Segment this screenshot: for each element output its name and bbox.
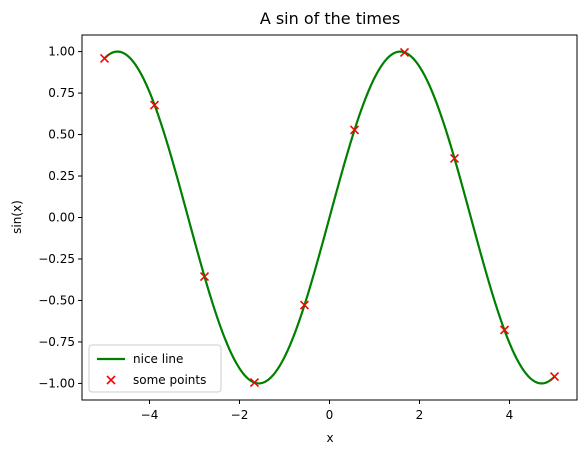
legend-label: some points: [133, 373, 206, 387]
x-tick-label: −4: [141, 408, 159, 422]
x-tick-label: 0: [326, 408, 334, 422]
legend-box: [88, 344, 222, 393]
x-tick-label: 2: [416, 408, 424, 422]
y-tick-label: −0.25: [38, 252, 75, 266]
scatter-point-stroke: [249, 378, 260, 388]
scatter-point: [149, 100, 160, 110]
scatter-point-stroke: [99, 53, 110, 63]
scatter-point-stroke: [499, 325, 510, 335]
scatter-point-stroke: [199, 271, 210, 282]
scatter-point-stroke: [299, 300, 310, 310]
scatter-point: [249, 378, 260, 388]
legend-label: nice line: [133, 352, 183, 366]
plot-area: −4 −2 0 2 4 −1.00 −0.75 −0.50 −0.25 0.00 0.25 0.50 0…: [38, 34, 578, 422]
legend: nice line some points: [88, 344, 222, 393]
scatter-point: [299, 300, 310, 310]
scatter-point: [99, 53, 110, 63]
legend-marker-swatch: [106, 375, 116, 385]
x-axis-label: x: [326, 431, 333, 445]
y-tick-label: 0.75: [48, 86, 75, 100]
scatter-point: [349, 125, 360, 135]
y-tick-label: 0.25: [48, 169, 75, 183]
y-tick-label: 1.00: [48, 45, 75, 59]
x-tick-label: −2: [231, 408, 249, 422]
chart-title: A sin of the times: [260, 9, 400, 28]
scatter-point: [549, 372, 560, 382]
scatter-point-stroke: [399, 47, 410, 57]
series-line: [103, 50, 556, 385]
scatter-point-stroke: [349, 125, 360, 135]
y-tick-label: −1.00: [38, 376, 75, 390]
scatter-point: [499, 325, 510, 335]
scatter-point: [199, 271, 210, 282]
scatter-point-stroke: [549, 372, 560, 382]
x-tick-label: 4: [506, 408, 514, 422]
y-tick-label: −0.50: [38, 293, 75, 307]
y-tick-label: 0.50: [48, 128, 75, 142]
y-axis-label: sin(x): [10, 200, 24, 234]
scatter-point-stroke: [449, 153, 460, 164]
scatter-point-stroke: [149, 100, 160, 110]
scatter-point: [399, 47, 410, 57]
scatter-point: [449, 153, 460, 164]
y-tick-label: 0.00: [48, 211, 75, 225]
y-tick-label: −0.75: [38, 335, 75, 349]
